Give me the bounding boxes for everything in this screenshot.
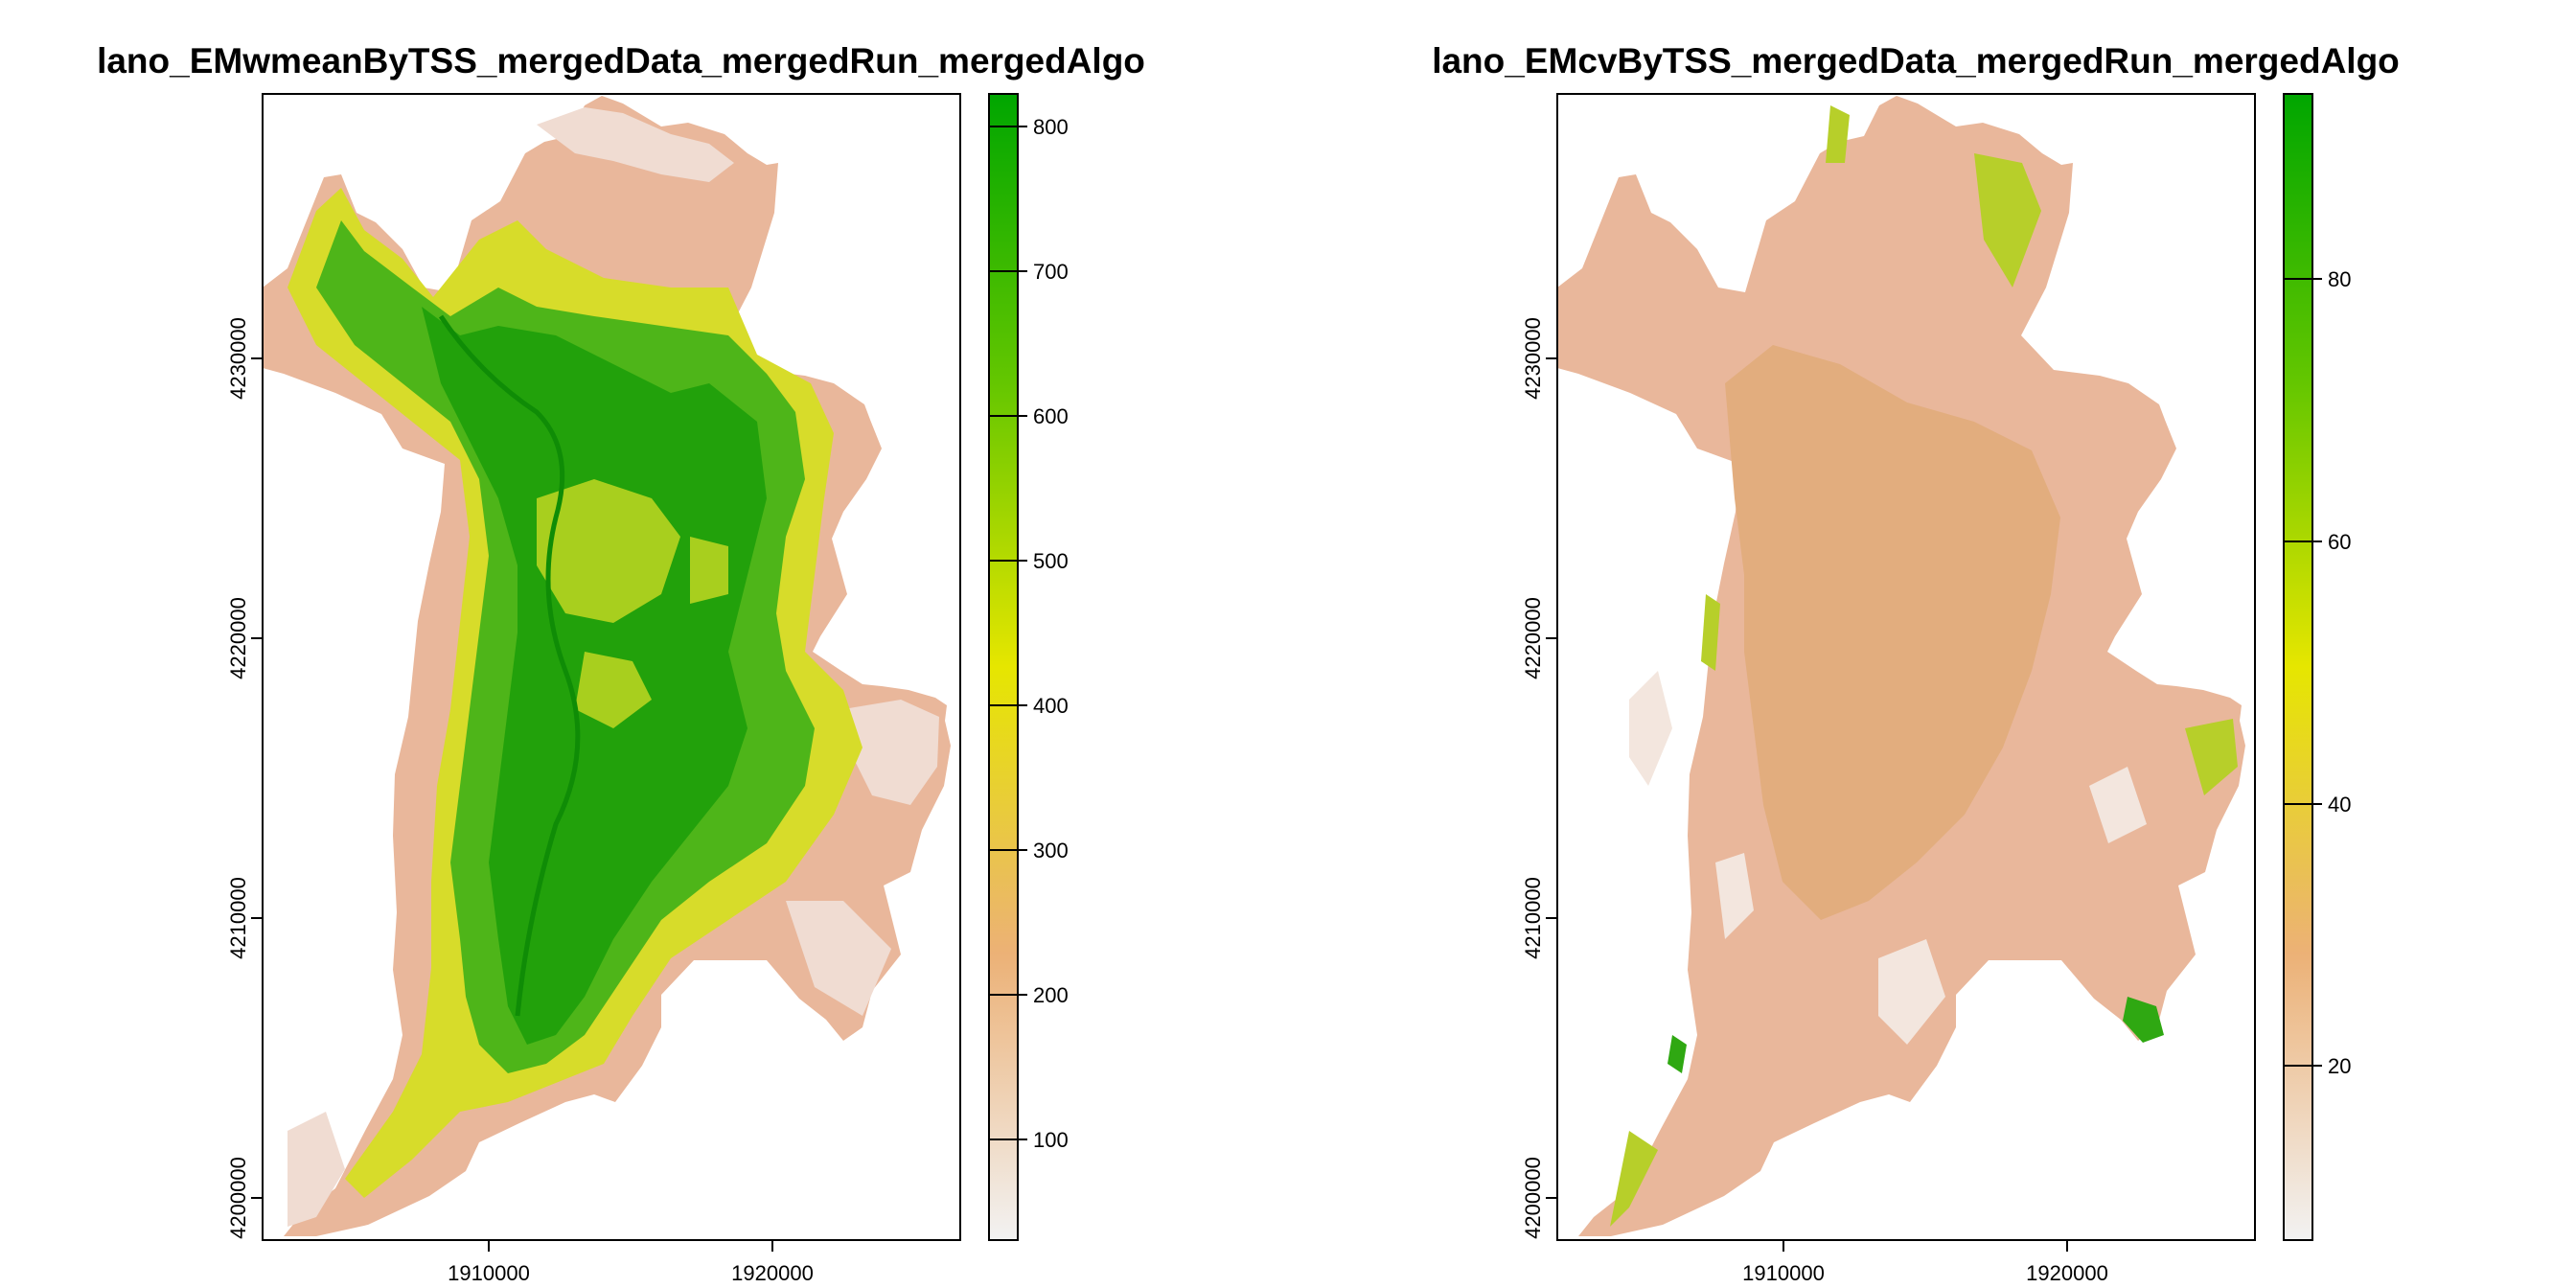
x-tick-label: 1920000 (2026, 1261, 2108, 1285)
panel-title: lano_EMcvByTSS_mergedData_mergedRun_merg… (1432, 41, 2400, 80)
legend-tick-label: 600 (1033, 404, 1069, 428)
legend-tick-label: 800 (1033, 115, 1069, 139)
legend-tick-label: 400 (1033, 694, 1069, 718)
raster-map (263, 96, 951, 1236)
panel-left: lano_EMwmeanByTSS_mergedData_mergedRun_m… (97, 41, 1145, 1285)
x-axis: 1910000 1920000 (1742, 1240, 2108, 1285)
map-frame (262, 93, 961, 1241)
panel-title: lano_EMwmeanByTSS_mergedData_mergedRun_m… (97, 41, 1145, 80)
y-tick-label: 4200000 (226, 1157, 250, 1239)
y-tick-label: 4230000 (1521, 317, 1545, 400)
y-axis: 4200000 4210000 4220000 4230000 (226, 317, 263, 1239)
y-tick-label: 4210000 (1521, 877, 1545, 959)
map-frame (1556, 93, 2256, 1241)
legend-tick-label: 700 (1033, 260, 1069, 284)
map-light-patches (537, 479, 728, 728)
map-river (438, 314, 581, 1017)
legend-tick-label: 20 (2328, 1054, 2351, 1078)
map-tan-core (1725, 345, 2060, 920)
y-tick-label: 4200000 (1521, 1157, 1545, 1239)
legend-tick-label: 60 (2328, 530, 2351, 554)
legend-tick-label: 300 (1033, 839, 1069, 862)
legend-tick-label: 500 (1033, 549, 1069, 573)
legend-colorbar (988, 93, 1019, 1241)
legend-tick-label: 200 (1033, 983, 1069, 1007)
x-tick-label: 1920000 (731, 1261, 814, 1285)
y-axis: 4200000 4210000 4220000 4230000 (1521, 317, 1557, 1239)
y-tick-label: 4220000 (226, 597, 250, 679)
x-axis: 1910000 1920000 (448, 1240, 814, 1285)
color-legend: 100 200 300 400 500 600 700 800 (988, 93, 1069, 1241)
legend-colorbar (2283, 93, 2313, 1241)
map-pale-patches (1629, 671, 2147, 1045)
y-tick-label: 4230000 (226, 317, 250, 400)
panel-right: lano_EMcvByTSS_mergedData_mergedRun_merg… (1432, 41, 2400, 1285)
legend-tick-label: 40 (2328, 793, 2351, 816)
raster-map (1557, 96, 2245, 1236)
legend-tick-label: 100 (1033, 1128, 1069, 1152)
x-tick-label: 1910000 (1742, 1261, 1825, 1285)
y-tick-label: 4220000 (1521, 597, 1545, 679)
color-legend: 20 40 60 80 (2283, 93, 2351, 1241)
y-tick-label: 4210000 (226, 877, 250, 959)
legend-tick-label: 80 (2328, 267, 2351, 291)
x-tick-label: 1910000 (448, 1261, 530, 1285)
